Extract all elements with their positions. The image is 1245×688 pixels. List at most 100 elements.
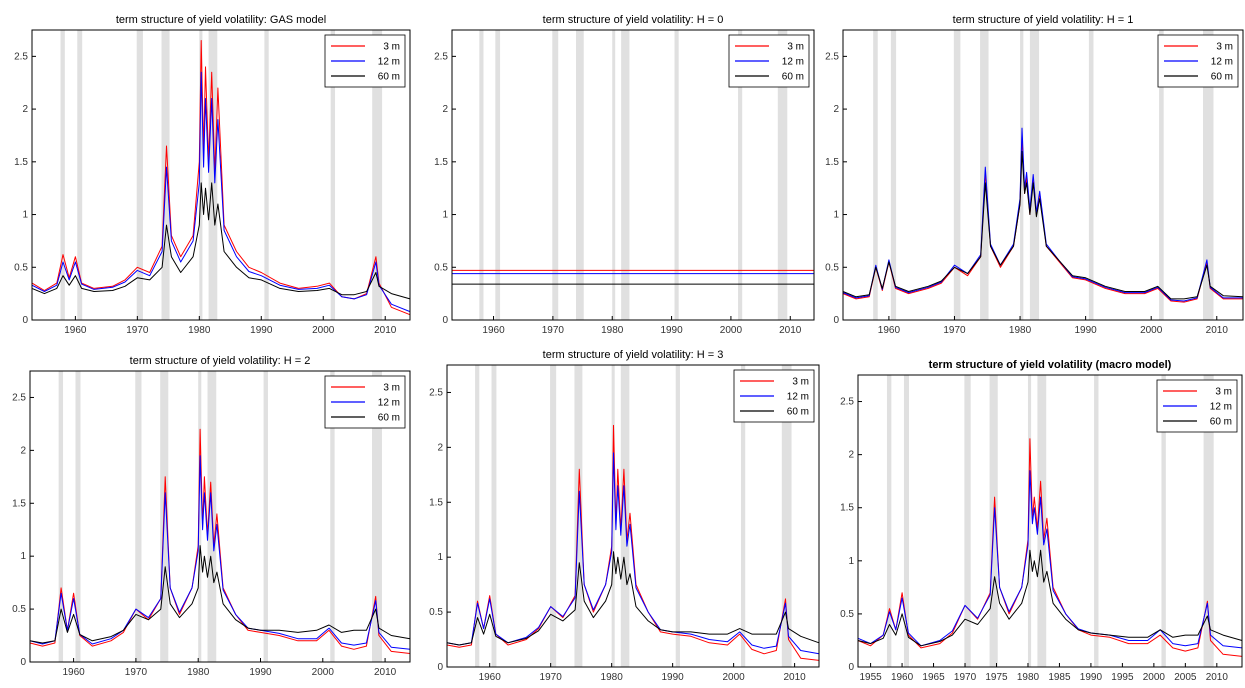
y-tick-label: 0	[442, 315, 448, 326]
y-tick-label: 0	[20, 657, 26, 668]
recession-band	[621, 30, 630, 320]
recession-band	[475, 365, 480, 667]
legend: 3 m 12 m 60 m	[728, 34, 810, 88]
recession-band	[208, 30, 218, 320]
chart-panel-3: 0 0.5 1 1.5 2 2.5 1960 1970 1980 1990 2000 2010 term…	[825, 14, 1244, 336]
axes-frame	[842, 29, 1244, 321]
series-line-3	[842, 150, 1244, 300]
y-tick-label: 2	[20, 445, 26, 456]
x-tick-label: 2010	[1206, 325, 1229, 336]
legend-label: 12 m	[1211, 57, 1233, 68]
recession-band	[675, 365, 680, 667]
recession-band	[136, 30, 143, 320]
x-tick-label: 1980	[187, 667, 210, 678]
x-tick-label: 1980	[1017, 672, 1040, 683]
recession-band	[372, 371, 382, 662]
y-tick-label: 1.5	[14, 157, 28, 168]
x-tick-label: 2000	[720, 325, 743, 336]
y-tick-label: 1	[437, 552, 443, 563]
y-tick-label: 1	[442, 210, 448, 221]
y-tick-label: 2	[442, 104, 448, 115]
axes-frame	[451, 29, 815, 321]
x-tick-label: 2010	[1206, 672, 1229, 683]
series-line-3	[857, 549, 1243, 647]
recession-band	[611, 365, 615, 667]
x-tick-label: 2010	[779, 325, 802, 336]
legend: 3 m 12 m 60 m	[1156, 379, 1238, 433]
recession-band	[1203, 30, 1214, 320]
recession-band	[495, 30, 501, 320]
recession-band	[330, 371, 335, 662]
series-line-3	[29, 545, 411, 644]
x-tick-label: 1980	[1009, 325, 1032, 336]
series-line-2	[29, 455, 411, 650]
x-tick-label: 2000	[722, 672, 745, 683]
recession-band	[740, 365, 746, 667]
series-line-2	[857, 470, 1243, 649]
recession-band	[674, 30, 679, 320]
y-tick-label: 0	[848, 662, 854, 673]
chart-title: term structure of yield volatility: H = …	[543, 349, 724, 361]
recession-band	[135, 371, 142, 662]
x-tick-label: 1960	[479, 672, 502, 683]
legend-label: 12 m	[1210, 402, 1232, 413]
series-line-3	[446, 551, 820, 646]
series-line-1	[29, 428, 411, 654]
recession-band	[372, 30, 383, 320]
x-tick-label: 2000	[312, 325, 335, 336]
axes-frame	[446, 364, 820, 668]
y-tick-label: 2.5	[429, 387, 443, 398]
recession-band	[479, 30, 484, 320]
chart-title: term structure of yield volatility: GAS …	[116, 14, 326, 26]
legend-label: 3 m	[1216, 42, 1233, 53]
x-tick-label: 2005	[1174, 672, 1197, 683]
x-tick-label: 1990	[1074, 325, 1097, 336]
recession-band	[953, 30, 961, 320]
y-tick-label: 1.5	[434, 157, 448, 168]
recession-band	[873, 30, 878, 320]
chart-panel-2: 0 0.5 1 1.5 2 2.5 1960 1970 1980 1990 2000 2010 term…	[434, 14, 815, 336]
recession-band	[980, 30, 989, 320]
chart-panel-4: 0 0.5 1 1.5 2 2.5 1960 1970 1980 1990 2000 2010 term…	[12, 355, 411, 678]
legend-label: 60 m	[1211, 72, 1233, 83]
x-tick-label: 1980	[601, 325, 624, 336]
recession-band	[550, 365, 557, 667]
y-tick-label: 1	[22, 210, 28, 221]
y-tick-label: 0.5	[14, 262, 28, 273]
x-tick-label: 1970	[943, 325, 966, 336]
legend-label: 3 m	[792, 377, 809, 388]
series-line-1	[31, 40, 411, 316]
x-tick-label: 1990	[662, 672, 685, 683]
recession-band	[264, 30, 269, 320]
x-tick-label: 1990	[1080, 672, 1103, 683]
x-tick-label: 2000	[312, 667, 335, 678]
recession-band	[198, 371, 202, 662]
recession-band	[738, 30, 743, 320]
chart-title: term structure of yield volatility: H = …	[130, 355, 311, 367]
x-tick-label: 2010	[783, 672, 806, 683]
recession-band	[58, 371, 64, 662]
y-tick-label: 1.5	[429, 497, 443, 508]
y-tick-label: 0.5	[825, 262, 839, 273]
y-tick-label: 2.5	[434, 51, 448, 62]
x-tick-label: 1990	[249, 667, 272, 678]
y-tick-label: 0	[833, 315, 839, 326]
axes-frame	[857, 374, 1243, 668]
recession-band	[964, 375, 971, 667]
legend-label: 12 m	[378, 57, 400, 68]
x-tick-label: 1965	[922, 672, 945, 683]
legend-label: 60 m	[378, 72, 400, 83]
chart-panel-1: 0 0.5 1 1.5 2 2.5 1960 1970 1980 1990 2000 2010 term…	[14, 14, 411, 336]
recession-band	[576, 30, 584, 320]
recession-band	[491, 365, 497, 667]
y-tick-label: 0	[22, 315, 28, 326]
y-tick-label: 2	[22, 104, 28, 115]
x-tick-label: 1970	[126, 325, 149, 336]
x-tick-label: 2010	[374, 325, 397, 336]
y-tick-label: 2	[437, 442, 443, 453]
y-tick-label: 0.5	[429, 607, 443, 618]
x-tick-label: 1975	[985, 672, 1008, 683]
recession-band	[77, 30, 83, 320]
x-tick-label: 1990	[250, 325, 273, 336]
recession-band	[1088, 30, 1094, 320]
